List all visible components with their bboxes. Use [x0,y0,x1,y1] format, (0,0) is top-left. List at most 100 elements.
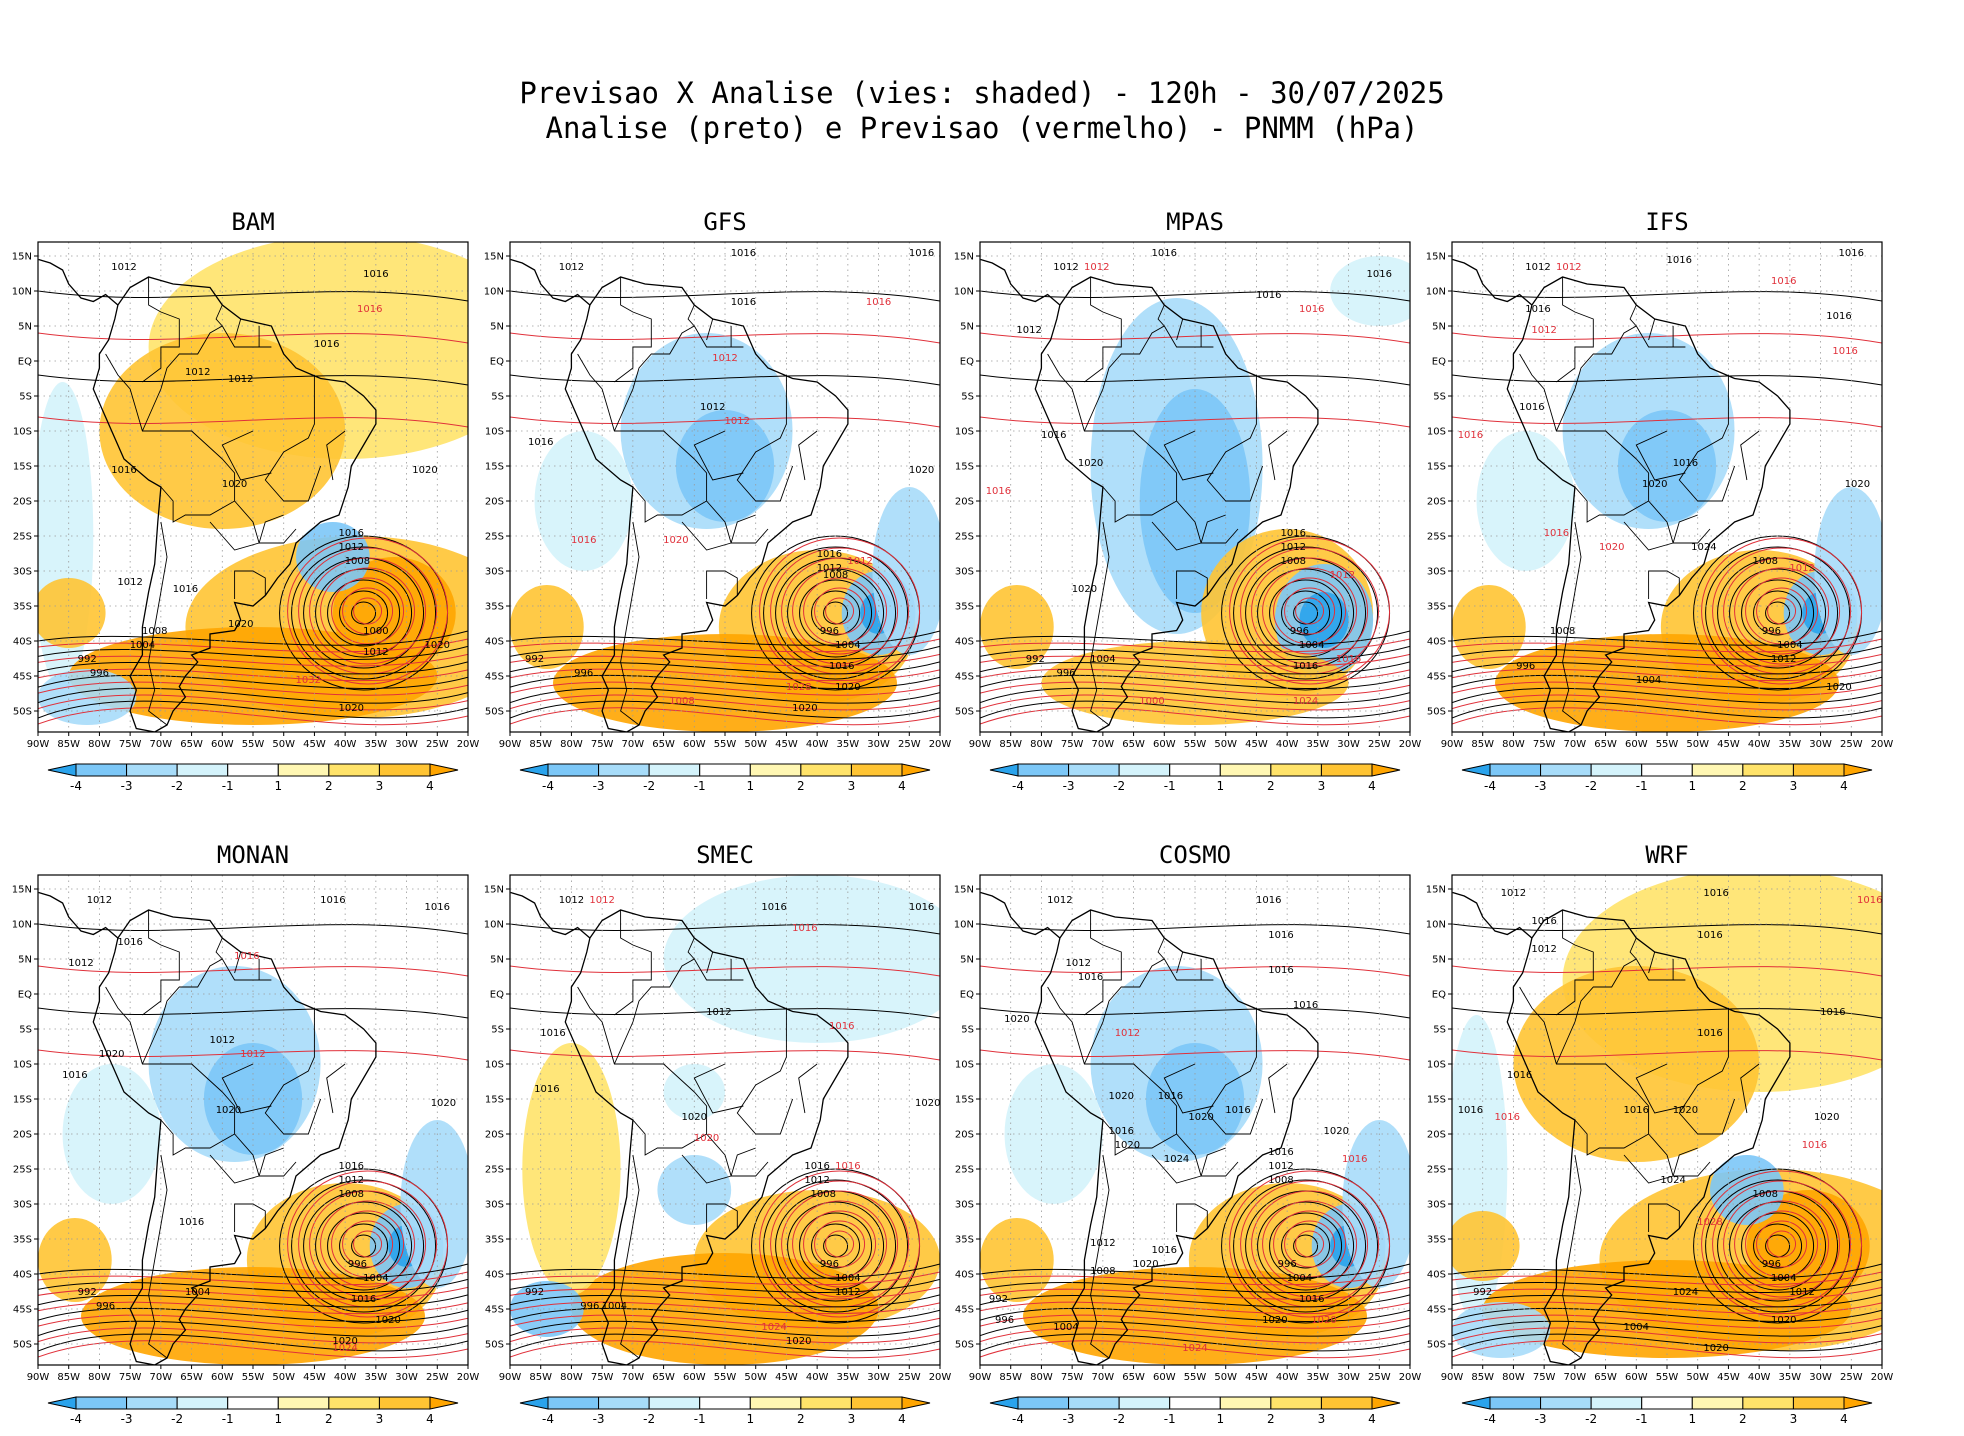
country-border [1163,1063,1214,1114]
colorbar-label: -2 [171,779,183,793]
lon-tick-label: 55W [714,739,737,750]
lon-tick-label: 70W [1564,739,1587,750]
country-border [1519,353,1650,523]
analysis-isobar [1281,1223,1331,1269]
colorbar-swatch [1270,763,1322,777]
lon-tick-label: 75W [1533,739,1556,750]
analysis-isobar [38,700,468,719]
isobar-label: 1016 [62,1070,87,1081]
isobar-label: 1012 [185,367,210,378]
colorbar-swatch [1590,763,1643,777]
analysis-isobar [1257,1201,1355,1291]
lat-tick-label: 5S [961,392,974,403]
lat-tick-label: 35S [13,1235,32,1246]
lat-tick-label: 10N [12,287,32,298]
analysis-isobar [1452,674,1882,689]
isobar-label: 1016 [1268,930,1293,941]
isobar-label: 1024 [1691,542,1716,553]
country-border [1678,1008,1736,1135]
isobar-label: 1016 [1624,1105,1649,1116]
analysis-isobar [980,645,1410,660]
forecast-isobar [510,1314,940,1329]
lon-tick-label: 90W [1441,1372,1464,1383]
panel-bam: BAM1012101610161016101210121016102010201… [12,208,480,793]
lon-tick-label: 20W [1399,739,1422,750]
isobar-label: 1016 [1293,1000,1318,1011]
colorbar-swatch [648,1396,701,1410]
colorbar-swatch [328,1396,380,1410]
country-border [620,521,640,726]
analysis-isobar [980,923,1410,935]
isobar-label: 1016 [540,1028,565,1039]
lat-tick-label: 10N [12,920,32,931]
lon-tick-label: 35W [1307,739,1330,750]
lat-tick-label: 15S [955,462,974,473]
lon-tick-label: 75W [1061,739,1084,750]
lat-tick-label: 15S [13,462,32,473]
colorbar-swatch [699,1396,751,1410]
lon-tick-label: 90W [27,1372,50,1383]
colorbar: -4 -3 -2 -1 1 2 3 4 [47,1396,459,1426]
colorbar-label: -3 [121,779,133,793]
country-border [1556,277,1594,383]
colorbar-high-arrow [1371,1396,1401,1410]
lon-tick-label: 20W [929,1372,952,1383]
colorbar-swatch [1219,1396,1272,1410]
analysis-isobar [1741,1212,1815,1280]
colorbar-swatch [749,1396,802,1410]
country-border [1200,514,1239,544]
lat-tick-label: 15S [485,1095,504,1106]
analysis-isobar [980,674,1410,689]
country-border [1047,986,1178,1156]
country-border [1163,430,1214,481]
forecast-isobar [980,416,1410,428]
country-border [142,910,180,1016]
colorbar-high-arrow [1371,763,1401,777]
isobar-label: 1016 [731,248,756,259]
analysis-isobar [799,579,873,647]
lat-tick-label: 10N [954,920,974,931]
isobar-label: 1016 [1544,528,1569,539]
analysis-isobar [980,374,1410,386]
colorbar-label: 4 [898,1412,906,1426]
lat-tick-label: 45S [955,672,974,683]
lat-tick-label: 15S [1427,1095,1446,1106]
colorbar-label: 2 [1739,779,1747,793]
lat-tick-label: 10S [13,427,32,438]
isobar-label: 1024 [332,1343,357,1354]
lat-tick-label: 25S [955,1165,974,1176]
lon-tick-label: 70W [150,739,173,750]
isobar-label: 1004 [835,1273,860,1284]
colorbar-swatch [1219,763,1272,777]
isobar-label: 1032 [296,675,321,686]
colorbar-label: -1 [1164,779,1176,793]
country-border [1090,521,1110,726]
analysis-isobar [38,1320,468,1337]
analysis-isobar [315,568,413,658]
colorbar-label: 1 [1688,779,1696,793]
isobar-label: 1016 [173,584,198,595]
analysis-isobar [1705,1179,1851,1313]
country-border [1648,318,1656,341]
isobar-label: 1016 [1225,1105,1250,1116]
isobar-label: 1024 [1182,1343,1207,1354]
country-border [1268,1063,1288,1114]
lat-tick-label: 45S [485,672,504,683]
colorbar-swatch [1068,763,1120,777]
isobar-label: 1020 [1642,479,1667,490]
isobar-label: 1008 [1753,556,1778,567]
isobar-label: 1008 [142,626,167,637]
lat-tick-label: 30S [485,567,504,578]
isobar-label: 1024 [1164,1154,1189,1165]
country-border [1176,1203,1208,1232]
lat-tick-label: 20S [485,497,504,508]
lon-tick-label: 90W [969,1372,992,1383]
colorbar-label: 4 [1840,1412,1848,1426]
lon-tick-label: 25W [1840,739,1863,750]
isobar-label: 1012 [712,353,737,364]
lon-tick-label: 30W [395,1372,418,1383]
isobar-label: 1012 [117,577,142,588]
lon-tick-label: 25W [426,739,449,750]
coastline-south-america [1506,276,1791,732]
